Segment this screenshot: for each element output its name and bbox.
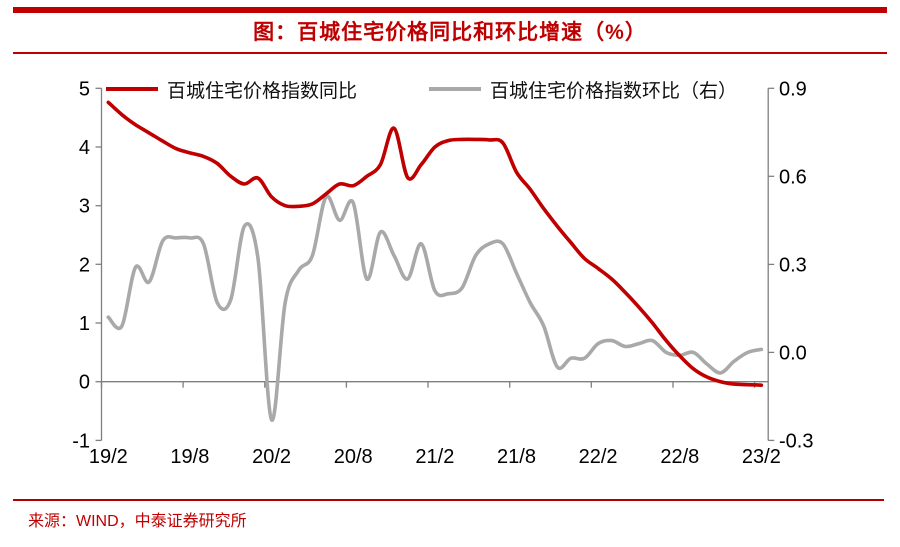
- legend-label-yoy: 百城住宅价格指数同比: [167, 80, 358, 102]
- left-axis-tick-label: 5: [79, 78, 90, 100]
- left-axis-tick-label: 2: [79, 254, 90, 276]
- left-axis-tick-label: 4: [79, 137, 90, 159]
- left-axis-tick-label: -1: [72, 430, 90, 452]
- title-underline: [13, 52, 887, 54]
- legend-item-mom: 百城住宅价格指数环比（右）: [429, 79, 737, 102]
- right-axis-tick-label: 0.6: [779, 166, 807, 188]
- left-axis-tick-label: 3: [79, 196, 90, 218]
- yoy-series-line: [106, 100, 764, 387]
- source-text: 来源：WIND，中泰证券研究所: [28, 513, 247, 530]
- source-divider-line: [13, 499, 884, 501]
- left-axis-tick-label: 0: [79, 372, 90, 394]
- right-axis-tick-label: 0.9: [779, 78, 807, 100]
- x-axis-tick-label: 21/2: [415, 446, 454, 468]
- legend-label-mom: 百城住宅价格指数环比（右）: [490, 80, 738, 102]
- x-axis-tick-label: 23/2: [742, 446, 781, 468]
- right-axis-tick-label: -0.3: [779, 430, 813, 452]
- right-axis-tick-label: 0.0: [779, 342, 807, 364]
- chart-title: 图：百城住宅价格同比和环比增速（%）: [253, 21, 647, 44]
- legend-item-yoy: 百城住宅价格指数同比: [106, 79, 357, 102]
- x-axis-tick-label: 19/2: [89, 446, 128, 468]
- top-accent-bar: [13, 7, 887, 13]
- x-axis-tick-label: 20/8: [334, 446, 373, 468]
- x-axis-tick-label: 22/8: [660, 446, 699, 468]
- legend-swatch-yoy: [106, 87, 158, 91]
- mom-series-line: [106, 194, 764, 422]
- right-axis-tick-label: 0.3: [779, 254, 807, 276]
- x-axis-tick-label: 22/2: [579, 446, 618, 468]
- x-axis-tick-label: 20/2: [252, 446, 291, 468]
- x-axis-tick-label: 19/8: [170, 446, 209, 468]
- left-axis-tick-label: 1: [79, 313, 90, 335]
- x-axis-tick-label: 21/8: [497, 446, 536, 468]
- legend-swatch-mom: [429, 87, 481, 91]
